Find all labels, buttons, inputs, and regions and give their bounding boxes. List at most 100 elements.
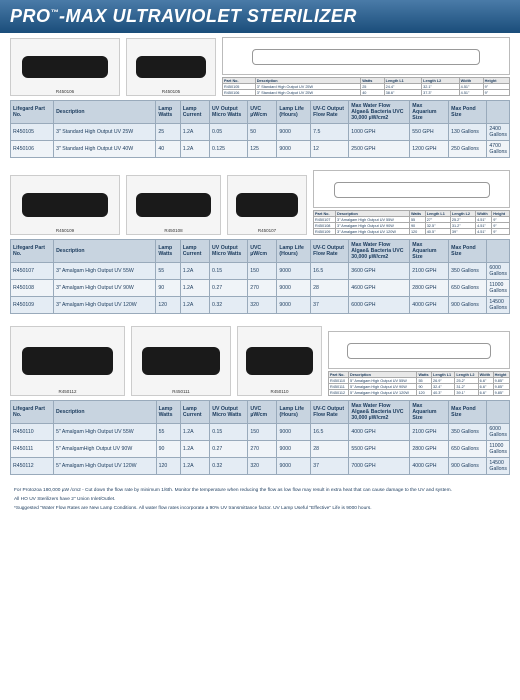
spec-table-cell: 3" Standard High Output UV 25W: [54, 124, 156, 141]
spec-table-cell: 2100 GPH: [410, 424, 449, 441]
spec-table-cell: 150: [248, 263, 277, 280]
spec-table-cell: 5" Amalgam High Output UV 55W: [53, 424, 156, 441]
spec-table-header: Lifegard Part No.: [11, 240, 54, 263]
dim-table-cell: 9": [483, 90, 509, 96]
spec-table-cell: 9000: [277, 141, 311, 158]
spec-table-cell: R450105: [11, 124, 54, 141]
spec-table-header: [487, 401, 510, 424]
spec-table-cell: R450110: [11, 424, 54, 441]
product-image-label: R450108: [164, 228, 182, 233]
spec-table-cell: 40: [156, 141, 180, 158]
spec-table-header: Max Aquarium Size: [410, 240, 449, 263]
spec-table-header: Max Pond Size: [449, 401, 487, 424]
product-image: R450112: [10, 326, 125, 396]
dim-table-cell: 9.85": [493, 390, 509, 396]
spec-table-header: UVC µW/cm: [248, 101, 277, 124]
spec-table-header: Lamp Current: [180, 240, 209, 263]
spec-table-header: UVC µW/cm: [248, 240, 277, 263]
dim-table-cell: 39.1": [455, 390, 478, 396]
title-pre: PRO: [10, 6, 51, 26]
dim-table-cell: 37.3": [422, 90, 460, 96]
dim-table-cell: 40.5": [425, 229, 450, 235]
product-image-label: R450110: [271, 389, 289, 394]
spec-table-cell: 0.15: [210, 263, 248, 280]
product-image-label: R450109: [56, 228, 74, 233]
spec-table-cell: 0.32: [210, 297, 248, 314]
spec-table-cell: 90: [156, 280, 180, 297]
section-top-row: R450112 R450111 R450110 Part No.Description…: [0, 322, 520, 400]
spec-table-cell: 4700 Gallons: [487, 141, 510, 158]
spec-table-cell: 14500 Gallons: [487, 458, 510, 475]
dim-table-cell: 120: [417, 390, 432, 396]
spec-table-header: UV Output Micro Watts: [210, 240, 248, 263]
spec-table-cell: 0.27: [210, 441, 248, 458]
spec-table-cell: 1.2A: [180, 124, 209, 141]
spec-table-row: R4501063" Standard High Output UV 40W401…: [11, 141, 510, 158]
product-image-label: R450105: [162, 89, 180, 94]
spec-table-header: UV Output Micro Watts: [210, 101, 248, 124]
spec-table-cell: 55: [156, 263, 180, 280]
spec-table-cell: 9000: [277, 458, 311, 475]
spec-table-cell: 55: [156, 424, 180, 441]
spec-table-cell: 16.5: [311, 263, 349, 280]
spec-table-cell: 9000: [277, 280, 311, 297]
diagram-area: Part No.DescriptionWattsLength L1Length …: [313, 170, 510, 235]
diagram-area: Part No.DescriptionWattsLength L1Length …: [222, 37, 510, 96]
section-top-row: R450106 R450105 Part No.DescriptionWattsLe…: [0, 33, 520, 100]
spec-table-header: Max Water Flow Algae& Bacteria UVC 30,00…: [349, 240, 410, 263]
spec-table-header: Description: [54, 240, 156, 263]
spec-table-cell: R450107: [11, 263, 54, 280]
spec-table-cell: 4600 GPH: [349, 280, 410, 297]
dim-table-cell: R450106: [223, 90, 256, 96]
footnote-2: All HO UV Sterilizers have 2" Union Inle…: [14, 496, 506, 503]
spec-table-cell: R450108: [11, 280, 54, 297]
diagram-area: Part No.DescriptionWattsLength L1Length …: [328, 331, 510, 396]
spec-table-header: [487, 240, 510, 263]
spec-table-cell: R450112: [11, 458, 54, 475]
product-image: R450111: [131, 326, 231, 396]
dimension-diagram: [328, 331, 510, 369]
dimension-table: Part No.DescriptionWattsLength L1Length …: [313, 210, 510, 235]
spec-table-cell: 9000: [277, 263, 311, 280]
spec-table-header: Lamp Watts: [156, 101, 180, 124]
spec-table-cell: 150: [248, 424, 277, 441]
spec-table-header: Lamp Current: [180, 101, 209, 124]
spec-table-cell: 3" Amalgam High Output UV 120W: [54, 297, 156, 314]
spec-table-header: Lifegard Part No.: [11, 401, 54, 424]
spec-table-cell: 250 Gallons: [449, 141, 487, 158]
product-section: R450106R450105Part No.DescriptionWattsLe…: [0, 33, 520, 158]
dim-table-cell: 40: [361, 90, 384, 96]
spec-table-header: Lamp Life (Hours): [277, 401, 311, 424]
spec-table-cell: R450109: [11, 297, 54, 314]
product-image: R450108: [126, 175, 221, 235]
spec-table-header: UV-C Output Flow Rate: [311, 401, 349, 424]
spec-table-cell: 320: [248, 297, 277, 314]
product-image-label: R450112: [59, 389, 77, 394]
spec-table-cell: 6000 Gallons: [487, 263, 510, 280]
spec-table-header: Max Water Flow Algae& Bacteria UVC 30,00…: [349, 401, 410, 424]
footnotes: For Protozoa 180,000 µW /cm2 - Cut down …: [0, 483, 520, 519]
spec-table-cell: 120: [156, 458, 180, 475]
spec-table-cell: 50: [248, 124, 277, 141]
spec-table-cell: 650 Gallons: [449, 441, 487, 458]
spec-table-cell: 3600 GPH: [349, 263, 410, 280]
spec-table-cell: 11000 Gallons: [487, 441, 510, 458]
spec-table-cell: 16.5: [311, 424, 349, 441]
spec-table-cell: 7000 GPH: [349, 458, 410, 475]
spec-table-cell: 6000 Gallons: [487, 424, 510, 441]
spec-table-cell: 1.2A: [180, 441, 209, 458]
spec-table-row: R4501125" Amalgam High Output UV 120W120…: [11, 458, 510, 475]
spec-table-cell: R450111: [11, 441, 54, 458]
footnote-1: For Protozoa 180,000 µW /cm2 - Cut down …: [14, 487, 506, 494]
spec-table-cell: 120: [156, 297, 180, 314]
product-image: R450107: [227, 175, 307, 235]
dim-table-cell: 120: [409, 229, 425, 235]
spec-table-row: R4501073" Amalgam High Output UV 55W551.…: [11, 263, 510, 280]
spec-table-cell: 900 Gallons: [449, 458, 487, 475]
spec-table: Lifegard Part No.DescriptionLamp WattsLa…: [10, 100, 510, 158]
spec-table-cell: 270: [248, 280, 277, 297]
spec-table-cell: R450106: [11, 141, 54, 158]
dim-table-cell: R450109: [314, 229, 336, 235]
page-title: PRO™-MAX ULTRAVIOLET STERILIZER: [0, 0, 520, 33]
dim-table-row: R4501093" Amalgam High Output UV 120W120…: [314, 229, 510, 235]
